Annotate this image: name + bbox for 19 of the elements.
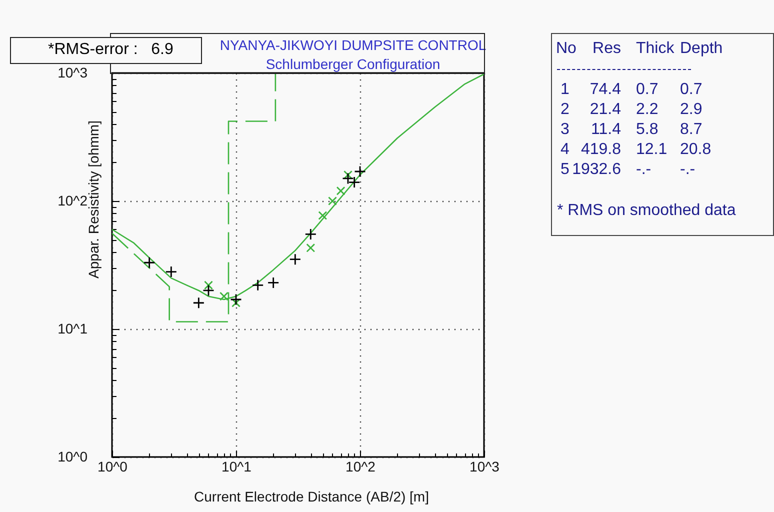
x-axis-title: Current Electrode Distance (AB/2) [m]: [194, 488, 429, 504]
y-tick-label: 10^1: [58, 320, 88, 336]
text: 3 11.4 5.8 8.7: [560, 121, 702, 138]
text: * RMS on smoothed data: [557, 201, 736, 221]
text: 4 419.8 12.1 20.8: [560, 140, 712, 160]
y-tick-label: 10^3: [58, 64, 88, 80]
note-frame: *RMS-error : 6.9: [10, 37, 202, 64]
text: 2 21.4 2.2 2.9: [560, 101, 702, 118]
x-tick-label: 10^0: [98, 458, 128, 474]
y-tick-label: 10^0: [58, 448, 88, 464]
y-tick-label: 10^2: [58, 192, 88, 208]
text: 1 74.4 0.7 0.7: [560, 81, 702, 98]
y-axis-title: Appar. Resistivity [ohmm]: [86, 120, 102, 278]
x-tick-label: 10^1: [222, 458, 252, 474]
x-tick-label: 10^3: [470, 458, 500, 474]
x-tick-label: 10^2: [346, 458, 376, 474]
text: No Res Thick Depth: [556, 39, 724, 59]
text: 5 1932.6 -.- -.-: [560, 161, 696, 178]
chart-subtitle: Schlumberger Configuration: [266, 56, 440, 72]
